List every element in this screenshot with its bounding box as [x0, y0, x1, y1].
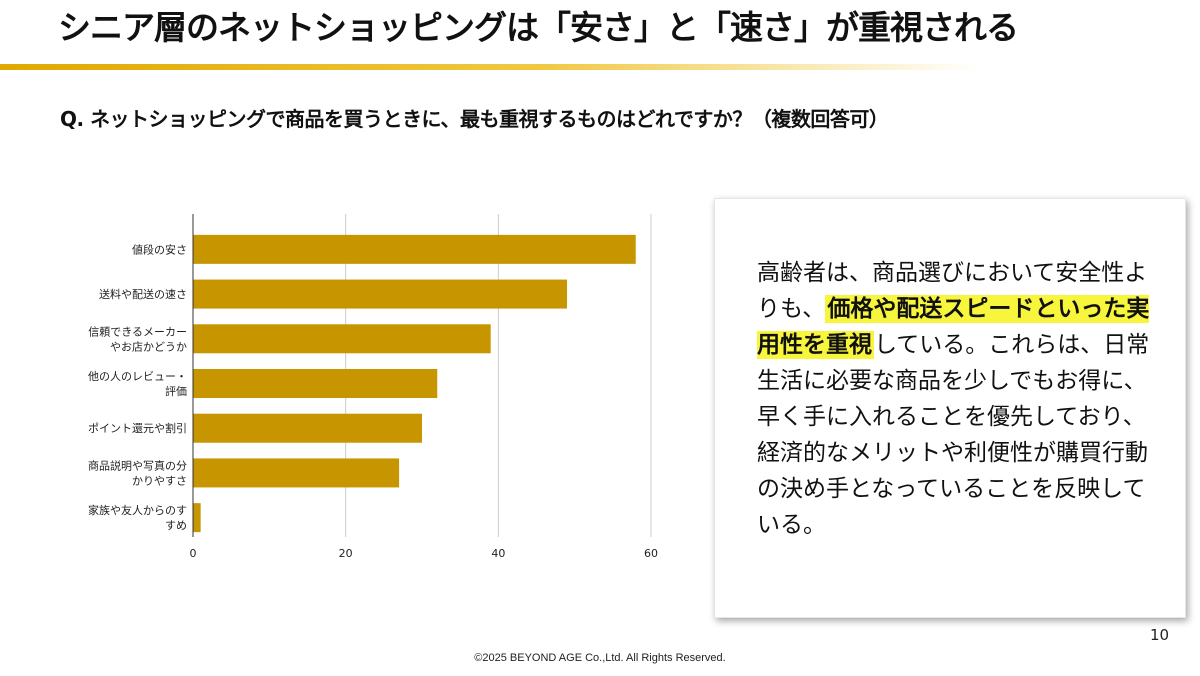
category-label-5-line0: 商品説明や写真の分 — [88, 458, 187, 472]
x-tick-label-0: 0 — [190, 547, 197, 560]
slide-title: シニア層のネットショッピングは「安さ」と「速さ」が重視される — [58, 8, 1019, 47]
bar-chart: 値段の安さ送料や配送の速さ信頼できるメーカーやお店かどうか他の人のレビュー・評価… — [88, 214, 658, 560]
bar-2 — [193, 324, 491, 354]
category-label-2-line0: 信頼できるメーカー — [88, 325, 187, 338]
insight-callout-box: 高齢者は、商品選びにおいて安全性よりも、価格や配送スピードといった実用性を重視し… — [714, 198, 1186, 618]
insight-text-part2: している。これらは、日常生活に必要な商品を少しでもお得に、早く手に入れることを優… — [757, 332, 1150, 538]
bar-5 — [193, 458, 400, 488]
insight-text: 高齢者は、商品選びにおいて安全性よりも、価格や配送スピードといった実用性を重視し… — [757, 255, 1157, 543]
bar-3 — [193, 369, 438, 398]
bar-4 — [193, 413, 422, 443]
category-label-0: 値段の安さ — [132, 242, 187, 256]
survey-question: Q. ネットショッピングで商品を買うときに、最も重視するものはどれですか？（複数… — [60, 107, 889, 131]
insight-text-part1: 高齢者は、商品選びにおいて安全性よりも、 — [757, 260, 1148, 322]
bar-1 — [193, 279, 568, 309]
category-label-3-line1: 評価 — [165, 384, 187, 398]
category-label-1: 送料や配送の速さ — [99, 287, 187, 301]
category-label-4: ポイント還元や割引 — [88, 421, 187, 435]
category-label-2-line1: やお店かどうか — [110, 339, 187, 353]
x-tick-label-3: 60 — [644, 547, 658, 560]
bar-6 — [193, 503, 201, 533]
x-tick-label-1: 20 — [339, 547, 353, 560]
category-label-6-line0: 家族や友人からのす — [88, 503, 187, 517]
category-label-3-line0: 他の人のレビュー・ — [88, 370, 187, 383]
category-label-6-line1: すめ — [165, 519, 187, 532]
title-underline — [0, 64, 980, 70]
bar-0 — [193, 234, 636, 264]
category-label-5-line1: かりやすさ — [132, 474, 187, 487]
copyright-footer: ©2025 BEYOND AGE Co.,Ltd. All Rights Res… — [474, 652, 726, 664]
x-tick-label-2: 40 — [491, 547, 505, 560]
page-number: 10 — [1150, 626, 1170, 644]
